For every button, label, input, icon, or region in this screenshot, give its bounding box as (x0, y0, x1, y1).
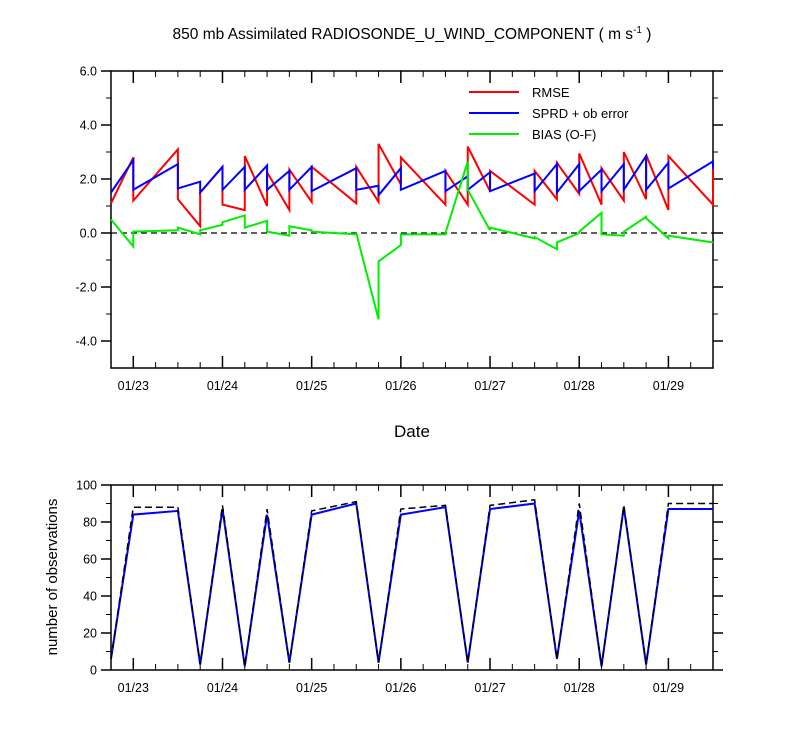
bottom-xtick-label: 01/27 (474, 681, 505, 695)
bottom-ytick-label: 60 (83, 553, 97, 567)
bottom-xtick-label: 01/29 (653, 681, 684, 695)
top-ytick-label: -2.0 (75, 281, 97, 295)
top-xtick-label: 01/24 (207, 379, 238, 393)
bottom-ytick-label: 0 (90, 664, 97, 678)
top-panel: 01/23 01/24 01/25 01/26 01/27 01/28 01/29 6.0 4.… (75, 65, 723, 393)
legend-label-1: RMSE (532, 85, 570, 100)
bottom-panel: 01/23 01/24 01/25 01/26 01/27 01/28 01/29 100 80… (76, 479, 723, 695)
top-xtick-label: 01/28 (564, 379, 595, 393)
bottom-series-line-2 (110, 498, 713, 667)
legend-label-3: BIAS (O-F) (532, 127, 596, 142)
bottom-ytick-label: 20 (83, 627, 97, 641)
top-xtick-label: 01/23 (118, 379, 149, 393)
bottom-xtick-label: 01/26 (385, 681, 416, 695)
bottom-ytick-label: 40 (83, 590, 97, 604)
legend-label-2: SPRD + ob error (532, 106, 629, 121)
bottom-series-line-1 (110, 502, 713, 667)
chart-title-close: ) (642, 26, 651, 43)
chart-title: 850 mb Assimilated RADIOSONDE_U_WIND_COM… (173, 25, 652, 43)
chart-title-superscript: -1 (633, 25, 642, 36)
bottom-xtick-label: 01/24 (207, 681, 238, 695)
top-ytick-label: 0.0 (80, 227, 97, 241)
bottom-xtick-label: 01/28 (564, 681, 595, 695)
top-ytick-label: 6.0 (80, 65, 97, 79)
top-ytick-label: 2.0 (80, 173, 97, 187)
top-xtick-label: 01/26 (385, 379, 416, 393)
top-ytick-label: 4.0 (80, 119, 97, 133)
top-xlabel: Date (394, 422, 430, 441)
top-xtick-label: 01/25 (296, 379, 327, 393)
top-xtick-label: 01/27 (474, 379, 505, 393)
top-series-line-2 (110, 152, 714, 198)
bottom-ytick-label: 80 (83, 516, 97, 530)
top-ytick-label: -4.0 (75, 335, 97, 349)
bottom-xtick-label: 01/23 (118, 681, 149, 695)
top-series-line-3 (110, 161, 714, 320)
bottom-ylabel: number of observations (44, 499, 61, 656)
top-xtick-label: 01/29 (653, 379, 684, 393)
bottom-xtick-label: 01/25 (296, 681, 327, 695)
bottom-ytick-label: 100 (76, 479, 97, 493)
